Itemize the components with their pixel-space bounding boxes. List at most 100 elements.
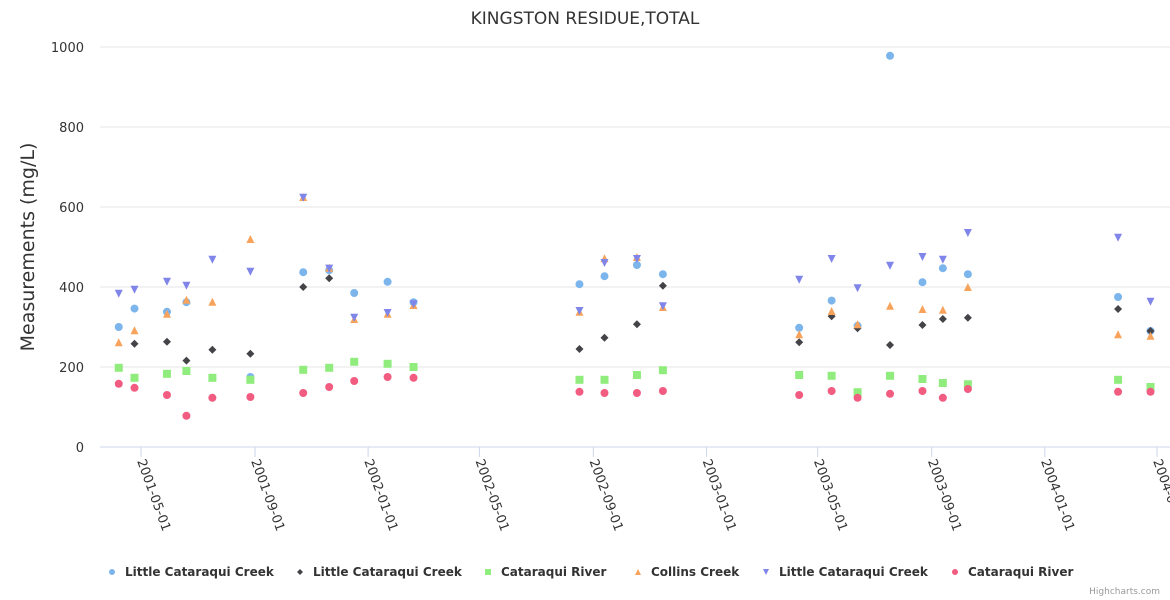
data-point[interactable] xyxy=(827,296,836,305)
data-point[interactable] xyxy=(918,375,927,383)
data-point[interactable] xyxy=(600,375,609,384)
data-point[interactable] xyxy=(299,389,308,397)
data-point[interactable] xyxy=(795,275,804,284)
data-point[interactable] xyxy=(114,289,123,298)
data-point[interactable] xyxy=(658,270,667,279)
legend-symbol-icon[interactable] xyxy=(763,569,769,575)
data-point[interactable] xyxy=(658,281,667,290)
data-point[interactable] xyxy=(114,363,123,372)
data-point[interactable] xyxy=(827,255,836,263)
data-point[interactable] xyxy=(853,388,862,397)
data-point[interactable] xyxy=(162,369,171,378)
data-point[interactable] xyxy=(853,393,862,402)
data-point[interactable] xyxy=(632,261,641,269)
legend-item[interactable]: Cataraqui River xyxy=(485,565,606,579)
data-point[interactable] xyxy=(886,341,895,349)
data-point[interactable] xyxy=(918,305,927,313)
data-point[interactable] xyxy=(246,235,255,243)
data-point[interactable] xyxy=(600,389,609,397)
legend-item[interactable]: Cataraqui River xyxy=(952,565,1073,579)
data-point[interactable] xyxy=(886,371,895,380)
legend-item[interactable]: Little Cataraqui Creek xyxy=(297,565,463,579)
data-point[interactable] xyxy=(1146,331,1155,340)
data-point[interactable] xyxy=(1146,327,1155,335)
data-point[interactable] xyxy=(575,307,584,315)
data-point[interactable] xyxy=(182,281,191,290)
data-point[interactable] xyxy=(575,280,584,289)
data-point[interactable] xyxy=(1146,383,1155,391)
data-point[interactable] xyxy=(325,363,334,372)
data-point[interactable] xyxy=(795,371,804,379)
data-point[interactable] xyxy=(658,387,667,395)
legend-item[interactable]: Little Cataraqui Creek xyxy=(763,565,929,579)
data-point[interactable] xyxy=(963,283,972,291)
data-point[interactable] xyxy=(208,297,217,306)
data-point[interactable] xyxy=(350,377,359,385)
data-point[interactable] xyxy=(383,359,392,368)
data-point[interactable] xyxy=(246,267,255,276)
data-point[interactable] xyxy=(1114,330,1123,339)
data-point[interactable] xyxy=(886,389,895,398)
data-point[interactable] xyxy=(409,373,418,382)
data-point[interactable] xyxy=(963,380,972,389)
data-point[interactable] xyxy=(632,371,641,379)
data-point[interactable] xyxy=(963,385,972,393)
data-point[interactable] xyxy=(130,304,139,313)
data-point[interactable] xyxy=(182,411,191,420)
legend-item[interactable]: Little Cataraqui Creek xyxy=(109,565,275,579)
data-point[interactable] xyxy=(918,278,927,287)
data-point[interactable] xyxy=(1114,293,1123,301)
data-point[interactable] xyxy=(130,373,139,382)
data-point[interactable] xyxy=(658,366,667,375)
data-point[interactable] xyxy=(795,323,804,332)
data-point[interactable] xyxy=(963,313,972,322)
data-point[interactable] xyxy=(208,373,217,382)
data-point[interactable] xyxy=(886,51,895,60)
data-point[interactable] xyxy=(938,264,947,273)
data-point[interactable] xyxy=(114,323,123,331)
data-point[interactable] xyxy=(938,305,947,314)
data-point[interactable] xyxy=(162,277,171,286)
data-point[interactable] xyxy=(409,300,418,309)
data-point[interactable] xyxy=(325,383,334,391)
data-point[interactable] xyxy=(795,338,804,347)
data-point[interactable] xyxy=(383,277,392,286)
data-point[interactable] xyxy=(1114,375,1123,384)
data-point[interactable] xyxy=(1114,233,1123,242)
data-point[interactable] xyxy=(246,393,255,401)
data-point[interactable] xyxy=(575,387,584,396)
data-point[interactable] xyxy=(350,357,359,366)
data-point[interactable] xyxy=(575,375,584,384)
data-point[interactable] xyxy=(795,391,804,399)
data-point[interactable] xyxy=(918,253,927,261)
data-point[interactable] xyxy=(600,272,609,281)
data-point[interactable] xyxy=(1146,387,1155,396)
data-point[interactable] xyxy=(162,391,171,399)
legend-symbol-icon[interactable] xyxy=(297,569,303,575)
data-point[interactable] xyxy=(632,255,641,263)
data-point[interactable] xyxy=(130,383,139,392)
data-point[interactable] xyxy=(299,365,308,374)
data-point[interactable] xyxy=(1146,297,1155,306)
data-point[interactable] xyxy=(208,255,217,264)
data-point[interactable] xyxy=(1114,305,1123,313)
data-point[interactable] xyxy=(246,349,255,358)
data-point[interactable] xyxy=(299,268,308,277)
data-point[interactable] xyxy=(162,337,171,346)
legend-symbol-icon[interactable] xyxy=(952,569,958,575)
data-point[interactable] xyxy=(658,302,667,311)
data-point[interactable] xyxy=(827,387,836,395)
data-point[interactable] xyxy=(130,339,139,348)
data-point[interactable] xyxy=(963,270,972,279)
data-point[interactable] xyxy=(208,393,217,402)
data-point[interactable] xyxy=(938,393,947,402)
data-point[interactable] xyxy=(632,320,641,329)
legend-symbol-icon[interactable] xyxy=(109,569,115,575)
data-point[interactable] xyxy=(130,326,139,335)
data-point[interactable] xyxy=(575,345,584,353)
data-point[interactable] xyxy=(938,379,947,387)
data-point[interactable] xyxy=(886,301,895,310)
data-point[interactable] xyxy=(325,264,334,273)
data-point[interactable] xyxy=(853,320,862,329)
data-point[interactable] xyxy=(938,255,947,264)
